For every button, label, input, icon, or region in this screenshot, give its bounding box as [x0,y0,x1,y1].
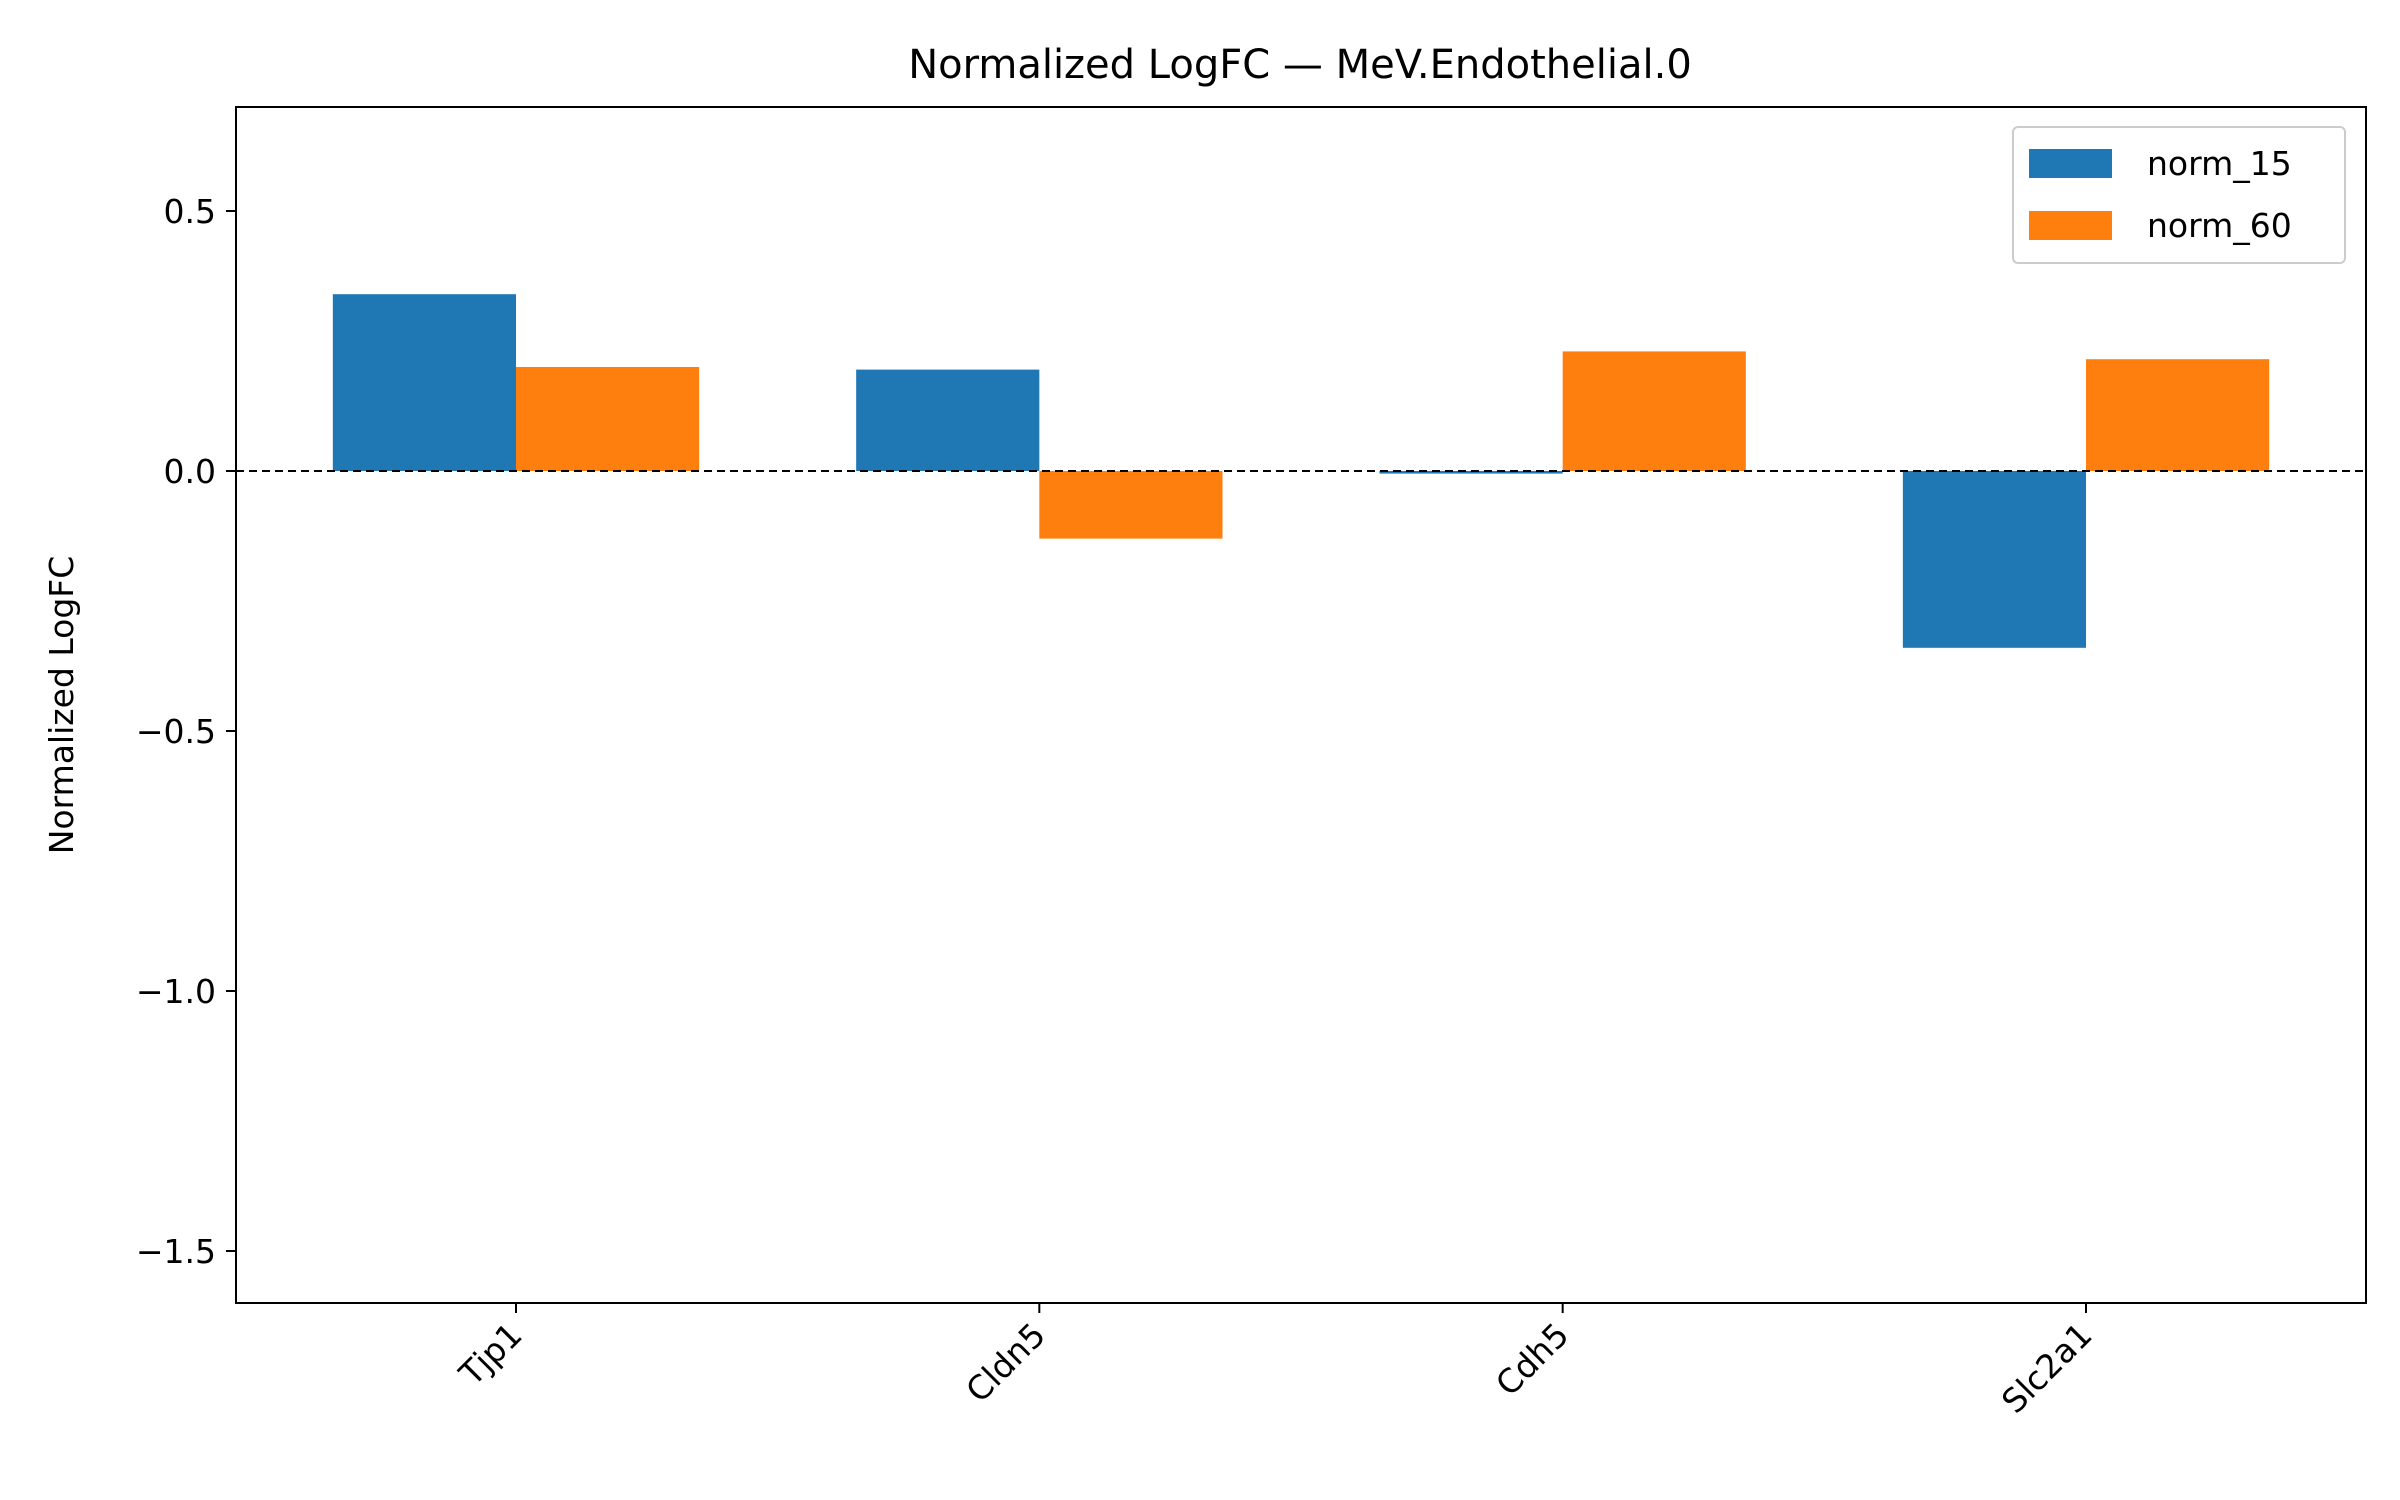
x-tick-label-Cldn5: Cldn5 [958,1315,1053,1410]
legend-label-norm_15: norm_15 [2147,144,2292,183]
bar-norm_15-Cldn5 [856,369,1040,471]
x-tick-label-Tjp1: Tjp1 [451,1315,530,1394]
y-tick-label: 0.5 [164,192,216,231]
y-tick-label: −1.0 [136,972,216,1011]
x-tick-label-Slc2a1: Slc2a1 [1994,1315,2100,1421]
legend-swatch-norm_60 [2029,211,2112,240]
y-tick-label: −0.5 [136,712,216,751]
bar-norm_15-Cdh5 [1379,471,1563,474]
legend: norm_15 norm_60 [2012,126,2346,264]
legend-swatch-norm_15 [2029,149,2112,178]
bar-norm_15-Slc2a1 [1902,471,2087,648]
y-tick-label: 0.0 [164,452,216,491]
y-axis-label: Normalized LogFC [42,556,81,855]
x-tick-label-Cdh5: Cdh5 [1488,1315,1576,1403]
y-tick-label: −1.5 [136,1232,216,1271]
legend-label-norm_60: norm_60 [2147,206,2292,245]
bar-norm_15-Tjp1 [332,294,516,471]
bar-norm_60-Slc2a1 [2086,359,2270,471]
chart-title: Normalized LogFC — MeV.Endothelial.0 [908,42,1692,88]
bar-norm_60-Tjp1 [515,367,700,471]
plot-frame [235,106,2367,1304]
bar-norm_60-Cldn5 [1039,471,1223,539]
bar-norm_60-Cdh5 [1562,351,1746,471]
bars-group [332,294,2270,648]
x-axis-ticks: Tjp1 Cldn5 Cdh5 Slc2a1 [451,1303,2100,1421]
y-axis-ticks: 0.5 0.0 −0.5 −1.0 −1.5 [136,192,236,1271]
